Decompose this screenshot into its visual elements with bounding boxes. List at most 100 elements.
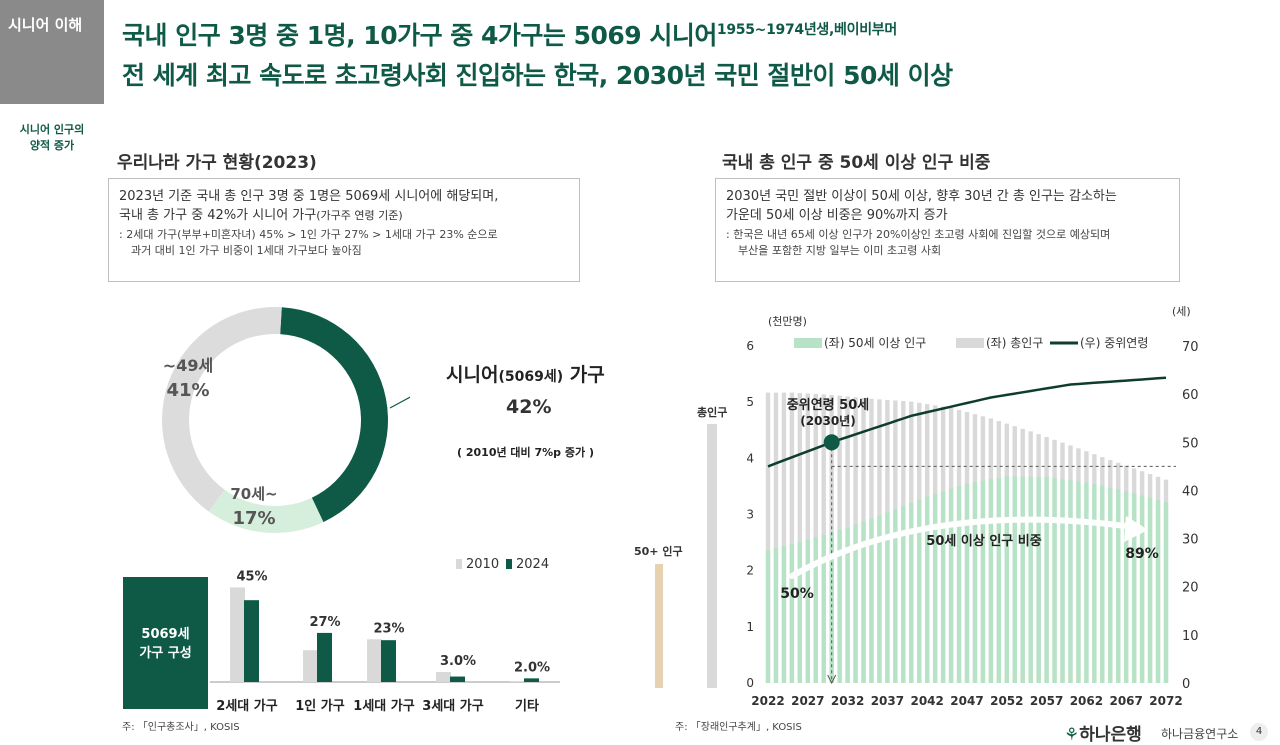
x-tick-2032: 2032 xyxy=(831,694,864,708)
total-bar-2027 xyxy=(805,393,810,683)
senior-bar-2056 xyxy=(1036,476,1041,683)
left-tick-4: 4 xyxy=(746,451,754,465)
senior-bar-2060 xyxy=(1068,480,1073,683)
household-data-label-1: 27% xyxy=(309,615,340,630)
senior-bar-2030 xyxy=(829,532,834,683)
left-axis-unit: (천만명) xyxy=(768,314,807,328)
senior-bar-2050 xyxy=(988,479,994,683)
legend-label-2024: 2024 xyxy=(516,557,549,572)
senior-bar-2046 xyxy=(956,486,962,683)
senior-bar-2063 xyxy=(1092,484,1097,683)
household-donut-chart xyxy=(162,307,410,533)
senior-bar-2055 xyxy=(1028,476,1033,683)
right-tick-50: 50 xyxy=(1182,436,1199,451)
senior-bar-2043 xyxy=(932,493,938,683)
x-tick-2027: 2027 xyxy=(791,694,824,708)
senior-bar-2022 xyxy=(765,550,771,683)
right-info-box: 2030년 국민 절반 이상이 50세 이상, 향후 30년 간 총 인구는 감… xyxy=(715,178,1180,282)
share-end-label: 89% xyxy=(1125,546,1159,562)
scale-total-label: 총인구 xyxy=(697,406,728,419)
senior-bar-2045 xyxy=(948,488,954,683)
senior-bar-2048 xyxy=(972,482,978,683)
senior-bar-2054 xyxy=(1020,476,1025,683)
household-bar-2024-0 xyxy=(244,600,259,682)
household-bar-2024-3 xyxy=(450,676,465,682)
senior-bar-2044 xyxy=(940,491,946,683)
household-data-label-3: 3.0% xyxy=(440,654,476,669)
scale-50plus-bar xyxy=(655,564,663,688)
senior-bar-2027 xyxy=(805,539,810,683)
senior-bar-2042 xyxy=(925,496,930,683)
senior-bar-2057 xyxy=(1044,476,1049,683)
section-subtag: 시니어 인구의 양적 증가 xyxy=(19,123,85,152)
x-tick-2042: 2042 xyxy=(910,694,943,708)
household-data-label-4: 2.0% xyxy=(514,660,550,675)
share-label: 50세 이상 인구 비중 xyxy=(926,533,1041,549)
household-bar-2024-2 xyxy=(381,640,396,682)
x-tick-2072: 2072 xyxy=(1149,694,1182,708)
share-start-label: 50% xyxy=(780,586,814,602)
legend-label-2010: 2010 xyxy=(466,557,499,572)
senior-bar-2052 xyxy=(1004,476,1009,683)
total-bar-2026 xyxy=(797,393,803,683)
total-bar-2023 xyxy=(773,392,779,683)
senior-bar-2031 xyxy=(837,529,842,683)
right-tick-60: 60 xyxy=(1182,388,1199,403)
right-tick-0: 0 xyxy=(1182,677,1190,692)
headline-2: 전 세계 최고 속도로 초고령사회 진입하는 한국, 2030년 국민 절반이 … xyxy=(122,61,953,90)
left-tick-6: 6 xyxy=(746,339,754,353)
senior-bar-2069 xyxy=(1139,495,1145,683)
senior-bar-2028 xyxy=(813,537,818,683)
donut-slice-0 xyxy=(162,307,282,512)
left-tick-1: 1 xyxy=(746,620,754,634)
left-tick-2: 2 xyxy=(746,564,754,578)
x-tick-2062: 2062 xyxy=(1070,694,1103,708)
senior-household-label: 시니어(5069세) 가구 xyxy=(446,364,605,386)
household-category-4: 기타 xyxy=(515,698,539,714)
x-tick-2057: 2057 xyxy=(1030,694,1063,708)
household-bar-2010-0 xyxy=(230,587,245,682)
median-annotation-year: (2030년) xyxy=(800,414,855,428)
senior-bar-2068 xyxy=(1131,493,1137,683)
scale-50plus-label: 50+ 인구 xyxy=(634,545,683,558)
right-tick-70: 70 xyxy=(1182,340,1199,355)
x-tick-2022: 2022 xyxy=(751,694,784,708)
senior-bar-2072 xyxy=(1163,502,1169,683)
senior-bar-2053 xyxy=(1012,476,1017,683)
median-age-point xyxy=(823,434,840,451)
pop-legend-label-1: (좌) 총인구 xyxy=(986,336,1043,350)
median-annotation: 중위연령 50세 xyxy=(787,398,869,413)
population-chart: (천만명) (세) (좌) 50세 이상 인구 (좌) 총인구 (우) 중위연령 0 1 2 3… xyxy=(746,305,1199,708)
hana-bank-logo: ⚘하나은행 xyxy=(1064,725,1142,745)
senior-bar-2041 xyxy=(917,499,922,683)
senior-household-note: ( 2010년 대비 7%p 증가 ) xyxy=(457,446,594,459)
senior-bar-2065 xyxy=(1108,487,1113,683)
household-bar-2010-3 xyxy=(436,672,451,682)
share-arrow xyxy=(789,516,1143,579)
senior-bar-2070 xyxy=(1147,497,1153,683)
right-tick-30: 30 xyxy=(1182,533,1199,548)
total-bar-2022 xyxy=(765,392,771,683)
senior-household-pct: 42% xyxy=(506,396,552,418)
legend-swatch-2024 xyxy=(506,559,512,569)
senior-bar-2024 xyxy=(781,546,787,683)
senior-bar-2064 xyxy=(1100,485,1105,683)
pop-legend-swatch-0 xyxy=(794,338,822,348)
x-tick-2052: 2052 xyxy=(990,694,1023,708)
household-category-3: 3세대 가구 xyxy=(422,699,483,714)
household-bar-2010-2 xyxy=(367,639,382,682)
x-tick-2047: 2047 xyxy=(950,694,983,708)
left-section-title: 우리나라 가구 현황(2023) xyxy=(117,153,317,173)
senior-bar-2040 xyxy=(909,502,914,683)
senior-bar-2034 xyxy=(861,521,866,683)
left-info-box: 2023년 기준 국내 총 인구 3명 중 1명은 5069세 시니어에 해당되… xyxy=(108,178,580,282)
headline-1: 국내 인구 3명 중 1명, 10가구 중 4가구는 5069 시니어1955~… xyxy=(122,21,897,50)
senior-bar-2026 xyxy=(797,541,803,683)
share-arrow-head xyxy=(1124,516,1148,542)
senior-bar-2066 xyxy=(1116,489,1121,683)
donut-label-70plus: 70세~ 17% xyxy=(230,485,278,529)
left-tick-0: 0 xyxy=(746,676,754,690)
senior-bar-2037 xyxy=(885,512,890,683)
senior-bar-2029 xyxy=(821,534,826,683)
senior-bar-2035 xyxy=(869,518,874,683)
